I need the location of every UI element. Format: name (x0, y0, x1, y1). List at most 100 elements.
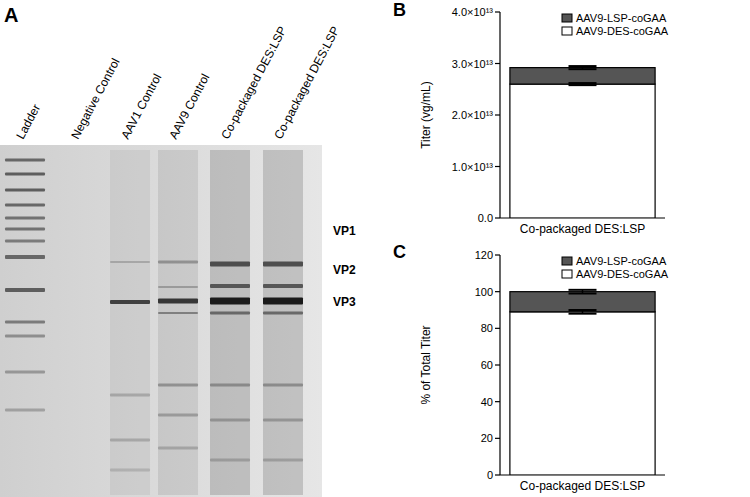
gel-band (110, 300, 150, 304)
gel-band (263, 284, 303, 288)
gel-band (210, 284, 250, 288)
error-cap (569, 309, 597, 311)
gel-background (0, 145, 322, 497)
y-tick (495, 166, 500, 167)
error-cap (569, 68, 597, 70)
gel-band (210, 298, 250, 305)
gel-band (263, 384, 303, 387)
panel-label: B (393, 0, 406, 20)
gel-band (5, 255, 45, 259)
gel-band (5, 204, 45, 207)
lane-label: AAV9 Control (166, 71, 212, 141)
error-bar (569, 290, 597, 294)
gel-band (210, 384, 250, 387)
error-cap (569, 65, 597, 67)
lane-smear (210, 150, 250, 495)
y-tick (495, 291, 500, 292)
lane-label: Negative Control (68, 56, 122, 141)
gel-band (210, 419, 250, 422)
gel-band (5, 189, 45, 192)
y-tick (495, 474, 500, 475)
y-tick-label: 0.0 (478, 212, 493, 224)
bar (510, 68, 655, 84)
y-tick (495, 11, 500, 12)
y-tick (495, 254, 500, 255)
legend-swatch (562, 257, 572, 265)
y-tick-label: 4.0×10¹³ (452, 6, 494, 18)
gel-band (5, 240, 45, 243)
x-tick-label: Co-packaged DES:LSP (520, 479, 645, 493)
gel-band (158, 384, 198, 387)
legend-label: AAV9-DES-coGAA (576, 268, 669, 280)
gel-band (263, 262, 303, 267)
y-tick-label: 60 (481, 359, 493, 371)
y-tick-label: 120 (475, 249, 493, 261)
lane-label: Ladder (13, 102, 43, 142)
y-tick (495, 364, 500, 365)
gel-band (5, 228, 45, 231)
lane-smear (263, 150, 303, 495)
lane-label: AAV1 Control (118, 71, 164, 141)
gel-band (5, 173, 45, 176)
bars (510, 66, 655, 218)
gel-band (158, 299, 198, 304)
y-tick (495, 438, 500, 439)
gel-band (158, 261, 198, 264)
gel-band (110, 439, 150, 442)
bar (510, 312, 655, 475)
error-cap (569, 293, 597, 295)
gel-band (110, 394, 150, 397)
gel-band (5, 335, 45, 338)
y-axis-label: Titer (vg/mL) (419, 81, 433, 149)
bar (510, 84, 655, 218)
band-label: VP1 (333, 224, 356, 238)
legend-label: AAV9-LSP-coGAA (576, 255, 667, 267)
gel-band (5, 371, 45, 374)
lane-smear (110, 150, 150, 495)
gel-band (158, 447, 198, 450)
error-cap (569, 289, 597, 291)
panel-label: C (393, 242, 406, 262)
error-bar (569, 66, 597, 69)
gel-band (263, 419, 303, 422)
x-tick-label: Co-packaged DES:LSP (520, 222, 645, 236)
legend-label: AAV9-LSP-coGAA (576, 12, 667, 24)
gel-band (210, 312, 250, 315)
gel-band (5, 321, 45, 324)
band-label: VP2 (333, 263, 356, 277)
error-cap (569, 313, 597, 315)
y-tick (495, 114, 500, 115)
y-tick-label: 0 (487, 469, 493, 481)
y-tick (495, 401, 500, 402)
y-tick-label: 40 (481, 396, 493, 408)
legend-swatch (562, 270, 572, 278)
gel-band (263, 459, 303, 462)
gel-band (158, 312, 198, 314)
lane-label: Co-packaged DES:LSP (271, 24, 342, 141)
panel-label: A (4, 4, 18, 26)
gel-band (210, 459, 250, 462)
gel-band (5, 159, 45, 162)
gel-band (5, 288, 45, 292)
bars (510, 290, 655, 475)
lane-smear (158, 150, 198, 495)
legend-swatch (562, 27, 572, 35)
error-bar (569, 83, 597, 85)
gel-band (5, 409, 45, 412)
gel-band (210, 262, 250, 267)
y-tick (495, 63, 500, 64)
gel-band (5, 217, 45, 220)
y-axis-label: % of Total Titer (419, 325, 433, 404)
band-label: VP3 (333, 295, 356, 309)
y-tick-label: 1.0×10¹³ (452, 161, 494, 173)
gel-band (263, 312, 303, 315)
figure: A Ladder Negative ControlAAV1 ControlAAV9 … (0, 0, 750, 497)
legend-label: AAV9-DES-coGAA (576, 25, 669, 37)
gel-band (110, 469, 150, 472)
gel-band (158, 414, 198, 417)
error-cap (569, 82, 597, 84)
gel-band (158, 286, 198, 288)
y-tick-label: 80 (481, 322, 493, 334)
y-tick (495, 217, 500, 218)
y-tick-label: 3.0×10¹³ (452, 58, 494, 70)
